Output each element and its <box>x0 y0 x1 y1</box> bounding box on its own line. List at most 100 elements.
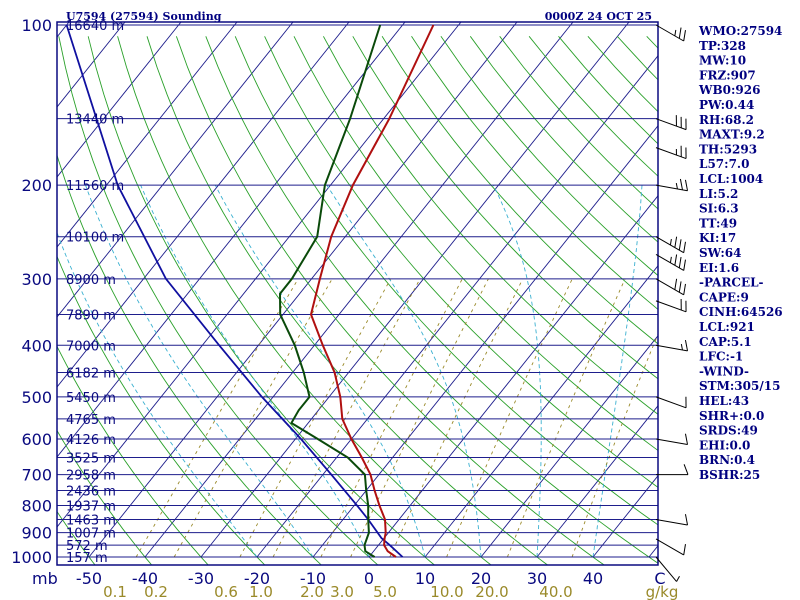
pressure-tick-label: 1000 <box>11 548 52 567</box>
mixing-ratio-tick-label: 1.0 <box>249 583 273 600</box>
barb-feather <box>684 179 689 191</box>
mixing-ratio-tick-label: 5.0 <box>373 583 397 600</box>
stat-line: LI:5.2 <box>699 187 738 201</box>
barb-staff <box>655 518 688 526</box>
wind-barb <box>655 514 689 526</box>
mixing-ratio-unit-label: g/kg <box>646 583 679 600</box>
isotherm-line <box>57 22 462 528</box>
barb-staff <box>655 184 688 192</box>
wind-barb <box>655 556 680 582</box>
dry-adiabat-line <box>764 36 800 568</box>
mixing-ratio-line <box>506 278 626 558</box>
mixing-ratio-tick-label: 0.6 <box>214 583 238 600</box>
pressure-tick-label: 300 <box>21 270 52 289</box>
dry-adiabat-line <box>558 36 658 145</box>
barb-staff <box>655 396 687 409</box>
temperature-tick-label: -40 <box>132 569 158 588</box>
mixing-ratio-tick-label: 10.0 <box>430 583 463 600</box>
stats-panel: WMO:27594TP:328MW:10FRZ:907WB0:926PW:0.4… <box>698 24 783 482</box>
dry-adiabat-line <box>440 36 658 277</box>
temperature-tick-label: 0 <box>364 569 374 588</box>
isotherm-line <box>0 22 13 557</box>
height-label: 6182 m <box>66 367 116 382</box>
isotherm-line <box>88 22 518 558</box>
temperature-tick-label: -50 <box>76 569 102 588</box>
stat-line: WMO:27594 <box>698 24 782 38</box>
mixing-ratio-tick-label: 3.0 <box>330 583 354 600</box>
dry-adiabat-line <box>205 36 658 564</box>
stat-line: SI:6.3 <box>699 202 739 216</box>
stat-line: -PARCEL- <box>699 276 764 290</box>
pressure-tick-label: 400 <box>21 336 52 355</box>
pressure-tick-label: 600 <box>21 430 52 449</box>
dewpoint-trace <box>278 24 382 558</box>
isotherm-line <box>480 335 658 558</box>
dry-adiabat-line <box>175 36 605 565</box>
wind-barb <box>655 178 689 192</box>
stat-line: BRN:0.4 <box>699 453 755 467</box>
height-label: 1937 m <box>66 499 116 514</box>
barb-feather <box>683 283 686 295</box>
dry-adiabat-line <box>57 429 153 565</box>
stat-line: HEL:43 <box>699 394 749 408</box>
height-label: 13440 m <box>66 113 124 128</box>
stat-line: MW:10 <box>699 54 746 68</box>
isotherm-line <box>57 22 406 458</box>
stat-line: -WIND- <box>699 364 749 378</box>
stat-line: LFC:-1 <box>699 350 743 364</box>
pressure-tick-label: 900 <box>21 524 52 543</box>
frame-layer <box>56 21 659 566</box>
isotherm-line <box>536 405 658 558</box>
stat-line: FRZ:907 <box>699 68 756 82</box>
barb-feather <box>683 259 686 271</box>
pressure-tick-label: 700 <box>21 466 52 485</box>
barb-feather <box>674 29 677 36</box>
stat-line: PW:0.44 <box>699 98 754 112</box>
pressure-unit-label: mb <box>32 569 58 588</box>
height-label: 1007 m <box>66 527 116 542</box>
temperature-tick-label: -10 <box>300 569 326 588</box>
wind-barb <box>655 299 687 313</box>
barb-staff <box>655 556 677 582</box>
dry-adiabat-line <box>411 36 658 311</box>
dry-adiabat-line <box>293 36 658 452</box>
dry-adiabat-line <box>381 36 658 345</box>
stat-line: WB0:926 <box>698 83 760 97</box>
barb-feather <box>684 514 689 526</box>
mixing-ratio-tick-label: 0.1 <box>103 583 127 600</box>
barb-staff <box>655 254 684 271</box>
wind-barb <box>655 433 689 446</box>
title-right: 0000Z 24 OCT 25 <box>545 10 652 23</box>
height-label: 4765 m <box>66 413 116 428</box>
stat-line: KI:17 <box>699 231 736 245</box>
barb-feather <box>678 256 682 269</box>
barb-feather <box>678 239 682 251</box>
barb-staff <box>655 538 684 556</box>
barb-feather <box>679 178 683 190</box>
stat-line: CAP:5.1 <box>699 335 752 349</box>
isotherm-line <box>144 22 574 558</box>
mixing-ratio-line <box>389 278 524 558</box>
dry-adiabat-line <box>57 510 96 565</box>
stat-line: L57:7.0 <box>699 157 749 171</box>
height-label: 157 m <box>66 551 108 566</box>
profile-layer <box>65 24 435 558</box>
height-label: 4126 m <box>66 433 116 448</box>
stat-line: RH:68.2 <box>699 113 754 127</box>
isotherm-line <box>368 195 658 558</box>
pressure-tick-label: 500 <box>21 388 52 407</box>
height-label: 7890 m <box>66 308 116 323</box>
dry-adiabat-line <box>352 36 658 380</box>
wind-barb <box>656 464 689 476</box>
height-label: 2958 m <box>66 469 116 484</box>
temperature-tick-label: 10 <box>415 569 435 588</box>
temperature-tick-label: 30 <box>527 569 547 588</box>
barb-feather <box>678 27 682 39</box>
temperature-tick-label: -20 <box>244 569 270 588</box>
dry-adiabat-line <box>587 36 658 113</box>
wind-barb <box>655 236 686 254</box>
barb-feather <box>680 343 683 351</box>
dry-adiabat-line <box>58 36 379 565</box>
